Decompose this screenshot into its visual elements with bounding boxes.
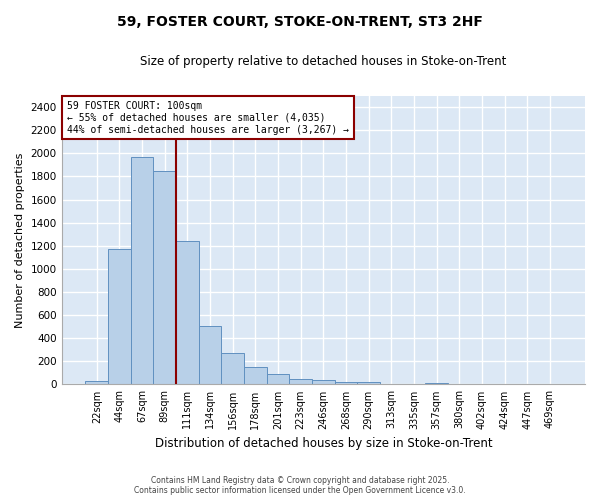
Bar xyxy=(85,381,108,384)
Bar xyxy=(425,383,448,384)
Bar xyxy=(199,326,221,384)
Bar xyxy=(176,241,199,384)
Bar xyxy=(358,382,380,384)
Bar xyxy=(312,380,335,384)
Y-axis label: Number of detached properties: Number of detached properties xyxy=(15,152,25,328)
Title: Size of property relative to detached houses in Stoke-on-Trent: Size of property relative to detached ho… xyxy=(140,55,506,68)
Bar xyxy=(335,382,358,384)
Bar xyxy=(108,249,131,384)
X-axis label: Distribution of detached houses by size in Stoke-on-Trent: Distribution of detached houses by size … xyxy=(155,437,492,450)
Bar xyxy=(221,353,244,384)
Bar xyxy=(289,379,312,384)
Bar xyxy=(154,170,176,384)
Bar xyxy=(244,366,266,384)
Bar xyxy=(131,157,154,384)
Text: 59 FOSTER COURT: 100sqm
← 55% of detached houses are smaller (4,035)
44% of semi: 59 FOSTER COURT: 100sqm ← 55% of detache… xyxy=(67,102,349,134)
Bar xyxy=(266,374,289,384)
Text: 59, FOSTER COURT, STOKE-ON-TRENT, ST3 2HF: 59, FOSTER COURT, STOKE-ON-TRENT, ST3 2H… xyxy=(117,15,483,29)
Text: Contains HM Land Registry data © Crown copyright and database right 2025.
Contai: Contains HM Land Registry data © Crown c… xyxy=(134,476,466,495)
